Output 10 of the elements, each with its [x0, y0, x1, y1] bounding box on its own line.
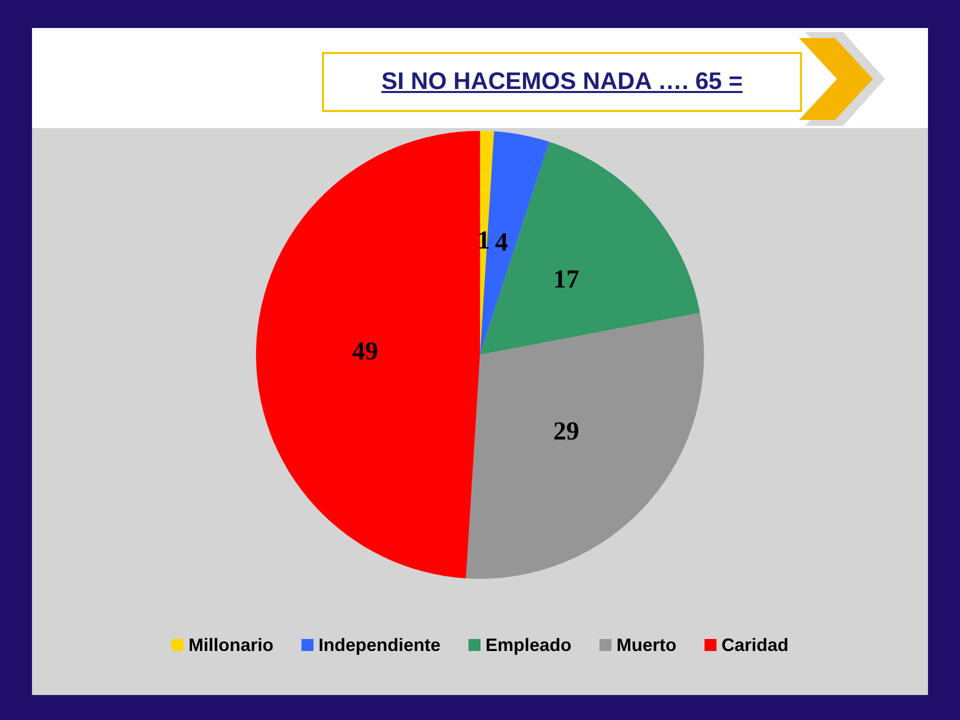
- data-label: 4: [495, 227, 508, 256]
- legend-label: Millonario: [188, 635, 274, 655]
- data-label: 49: [352, 336, 378, 366]
- data-label: 17: [553, 264, 580, 294]
- chart-title: SI NO HACEMOS NADA …. 65 =: [381, 68, 743, 96]
- legend-label: Empleado: [485, 635, 572, 655]
- legend-label: Independiente: [318, 635, 440, 655]
- legend-label: Muerto: [616, 635, 677, 655]
- legend-label: Caridad: [722, 635, 789, 655]
- data-label: 29: [553, 416, 580, 446]
